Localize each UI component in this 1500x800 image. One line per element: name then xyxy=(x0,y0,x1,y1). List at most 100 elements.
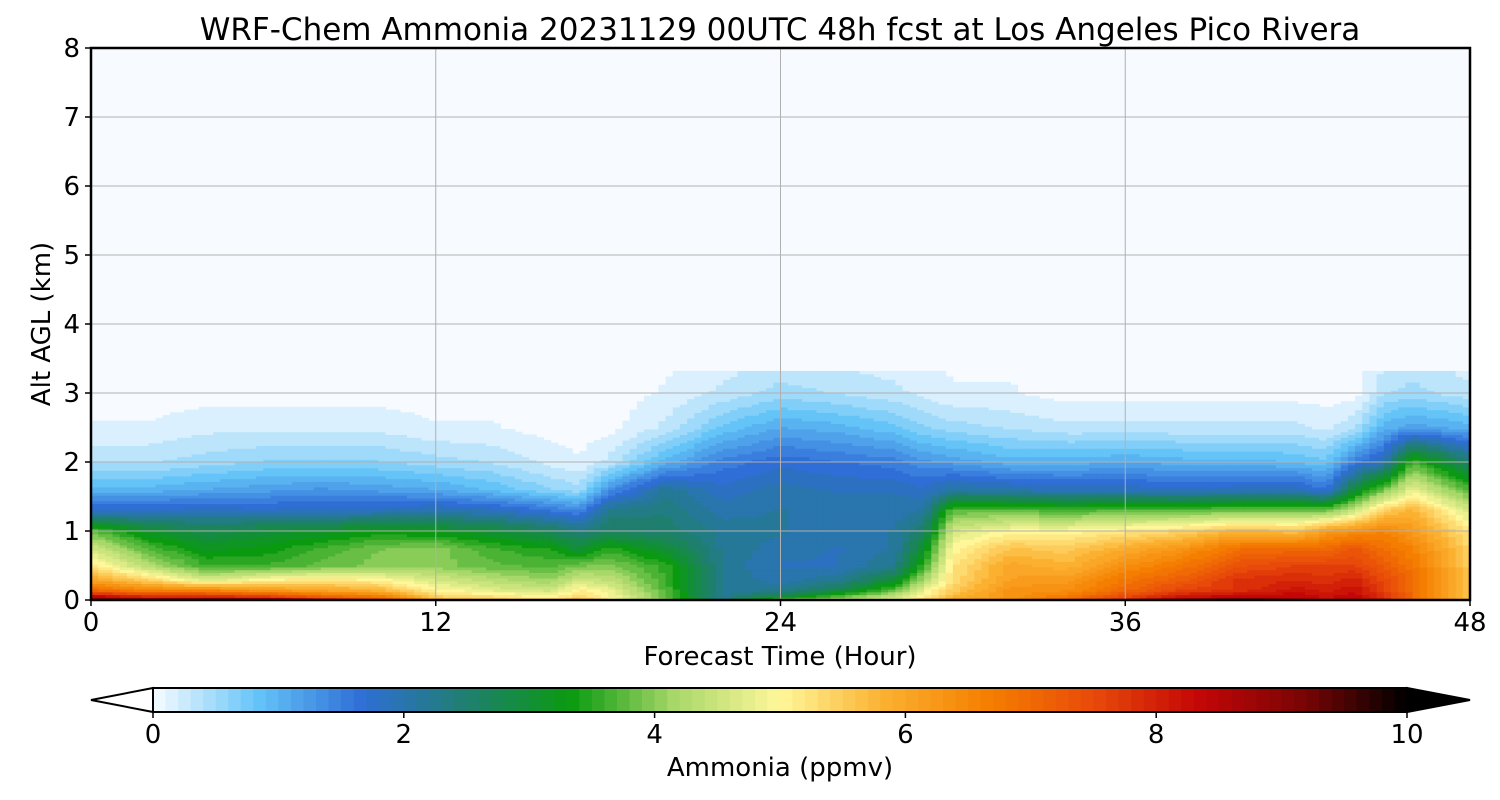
heatmap-cell xyxy=(155,517,164,521)
heatmap-cell xyxy=(177,572,185,576)
heatmap-cell xyxy=(241,453,250,458)
heatmap-cell xyxy=(126,453,135,458)
heatmap-cell xyxy=(105,580,114,585)
heatmap-cell xyxy=(170,542,178,546)
heatmap-cell xyxy=(112,439,121,444)
heatmap-cell xyxy=(213,533,221,538)
heatmap-cell xyxy=(162,511,171,516)
heatmap-cell xyxy=(126,484,135,488)
heatmap-cell xyxy=(126,486,135,491)
heatmap-cell xyxy=(205,542,214,546)
heatmap-cell xyxy=(91,575,99,579)
heatmap-cell xyxy=(105,426,114,430)
heatmap-cell xyxy=(213,544,221,549)
heatmap-cell xyxy=(213,575,221,579)
heatmap-cell xyxy=(126,511,135,516)
heatmap-cell xyxy=(177,566,185,571)
heatmap-cell xyxy=(392,409,401,413)
heatmap-cell xyxy=(98,470,106,474)
heatmap-cell xyxy=(191,445,200,449)
heatmap-cell xyxy=(119,558,128,562)
heatmap-cell xyxy=(162,453,171,458)
heatmap-cell xyxy=(593,439,602,444)
heatmap-cell xyxy=(205,431,214,435)
heatmap-cell xyxy=(148,442,157,447)
heatmap-cell xyxy=(184,547,193,551)
heatmap-cell xyxy=(170,528,178,532)
heatmap-cell xyxy=(112,569,121,573)
heatmap-cell xyxy=(227,506,236,510)
heatmap-cell xyxy=(284,406,293,411)
heatmap-cell xyxy=(205,575,214,579)
heatmap-cell xyxy=(500,428,509,433)
heatmap-cell xyxy=(241,415,250,419)
heatmap-cell xyxy=(184,417,193,422)
heatmap-cell xyxy=(198,580,207,585)
heatmap-cell xyxy=(98,486,106,491)
heatmap-cell xyxy=(141,473,150,477)
heatmap-cell xyxy=(241,484,250,488)
heatmap-cell xyxy=(241,539,250,543)
heatmap-cell xyxy=(141,439,150,444)
heatmap-cell xyxy=(105,503,114,507)
heatmap-cell xyxy=(119,428,128,433)
heatmap-cell xyxy=(148,539,157,543)
heatmap-cell xyxy=(98,481,106,485)
heatmap-cell xyxy=(155,555,164,560)
heatmap-cell xyxy=(91,533,99,538)
heatmap-cell xyxy=(170,564,178,568)
heatmap-cell xyxy=(170,547,178,551)
heatmap-cell xyxy=(227,542,236,546)
heatmap-cell xyxy=(119,594,128,598)
heatmap-cell xyxy=(205,531,214,535)
heatmap-cell xyxy=(213,453,221,458)
heatmap-cell xyxy=(148,428,157,433)
heatmap-cell xyxy=(91,569,99,573)
heatmap-cell xyxy=(148,531,157,535)
heatmap-cell xyxy=(213,547,221,551)
heatmap-cell xyxy=(198,428,207,433)
heatmap-cell xyxy=(198,544,207,549)
heatmap-cell xyxy=(191,489,200,493)
heatmap-cell xyxy=(155,442,164,447)
heatmap-cell xyxy=(162,588,171,593)
heatmap-cell xyxy=(177,453,185,458)
heatmap-cell xyxy=(155,561,164,565)
heatmap-cell xyxy=(220,586,229,590)
heatmap-cell xyxy=(198,486,207,491)
heatmap-cell xyxy=(119,580,128,585)
heatmap-cell xyxy=(105,569,114,573)
heatmap-cell xyxy=(213,417,221,422)
heatmap-cell xyxy=(148,566,157,571)
heatmap-cell xyxy=(256,406,264,411)
heatmap-cell xyxy=(112,500,121,504)
heatmap-cell xyxy=(141,426,150,430)
heatmap-cell xyxy=(141,445,150,449)
heatmap-cell xyxy=(177,448,185,452)
heatmap-cell xyxy=(234,409,243,413)
heatmap-cell xyxy=(112,453,121,458)
heatmap-cell xyxy=(198,450,207,455)
heatmap-cell xyxy=(155,544,164,549)
heatmap-cell xyxy=(198,536,207,540)
heatmap-cell xyxy=(155,417,164,422)
heatmap-cell xyxy=(198,406,207,411)
heatmap-cell xyxy=(155,588,164,593)
heatmap-cell xyxy=(198,508,207,513)
heatmap-cell xyxy=(170,533,178,538)
heatmap-cell xyxy=(119,566,128,571)
heatmap-cell xyxy=(184,536,193,540)
heatmap-cell xyxy=(220,453,229,458)
heatmap-cell xyxy=(105,522,114,527)
heatmap-cell xyxy=(227,508,236,513)
heatmap-cell xyxy=(184,544,193,549)
heatmap-cell xyxy=(112,558,121,562)
heatmap-cell xyxy=(241,580,250,585)
heatmap-cell xyxy=(177,462,185,466)
heatmap-cell xyxy=(119,448,128,452)
heatmap-cell xyxy=(141,561,150,565)
heatmap-cell xyxy=(141,531,150,535)
heatmap-cell xyxy=(126,553,135,557)
heatmap-cell xyxy=(177,412,185,416)
heatmap-cell xyxy=(170,511,178,516)
